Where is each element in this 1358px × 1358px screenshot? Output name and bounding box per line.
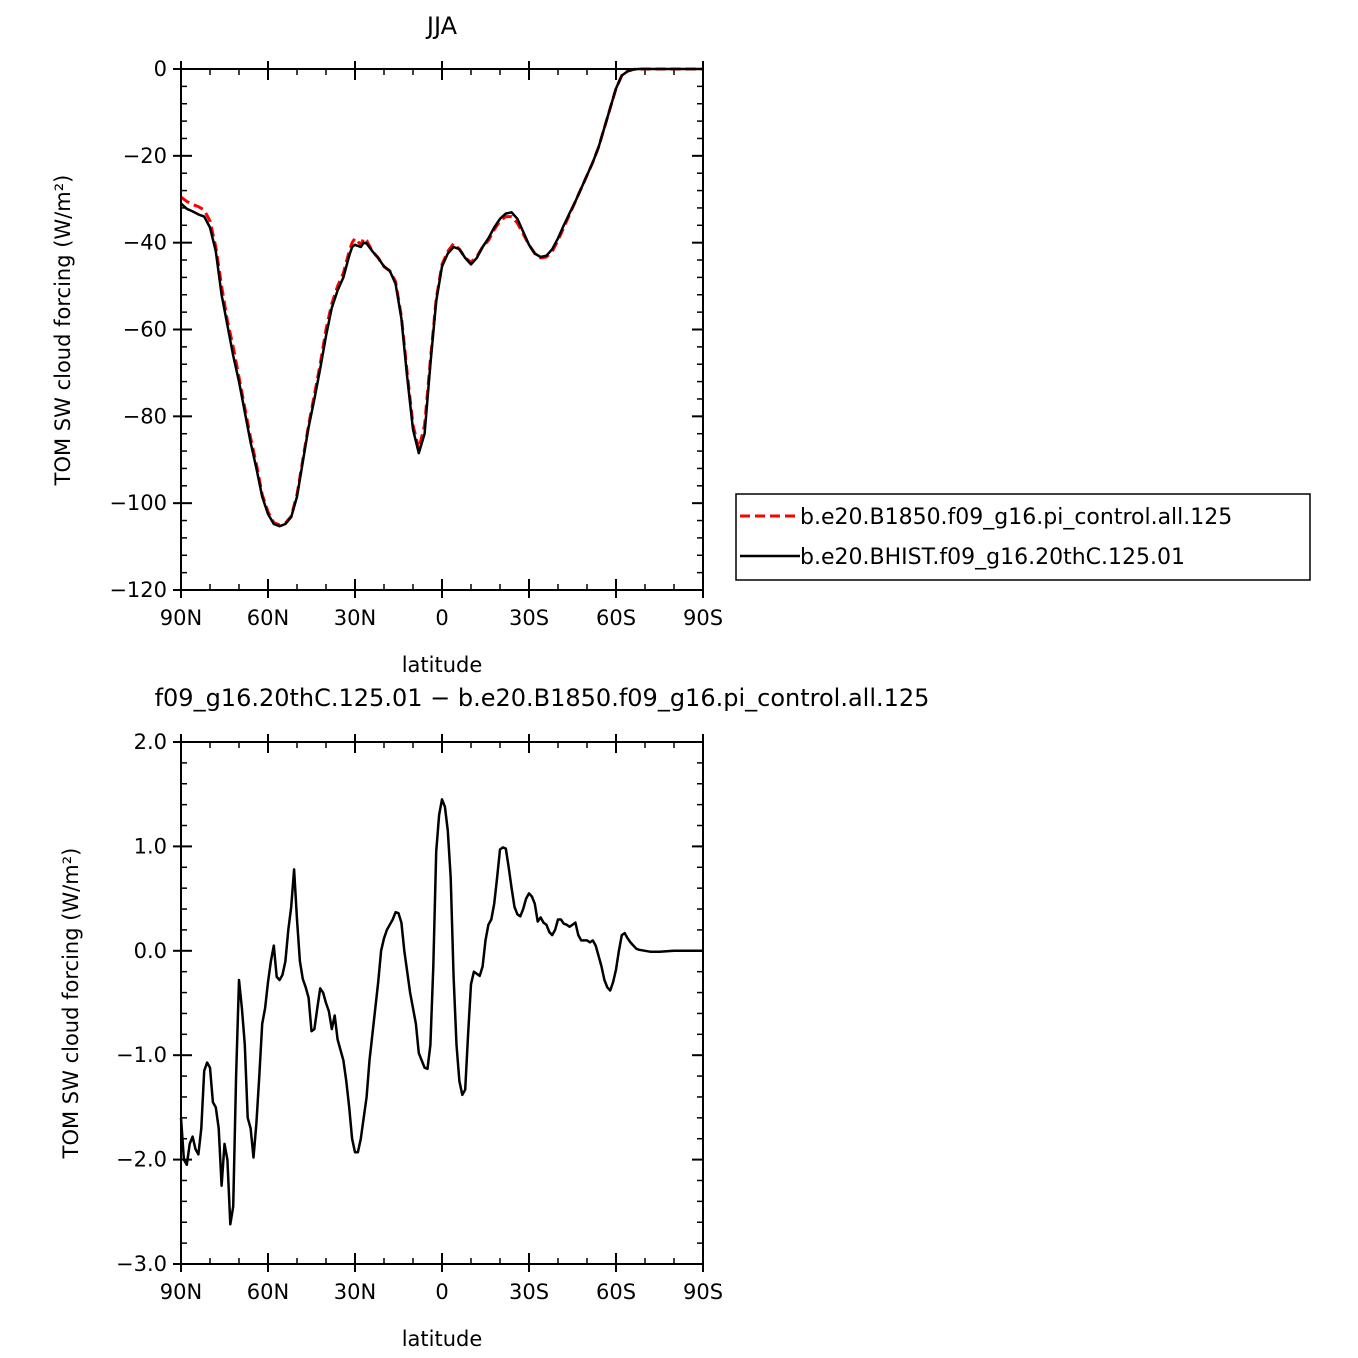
bottom-axis-ticks: 2.0 1.0 0.0 −1.0 −2.0 −3.0 90N 60N 30N 0 30S 60S 90S bbox=[116, 730, 723, 1304]
bottom-xtick-label: 60S bbox=[596, 1280, 636, 1304]
top-ytick-label: −40 bbox=[123, 231, 167, 255]
top-plot-frame bbox=[180, 68, 704, 591]
legend-label-20thc: b.e20.BHIST.f09_g16.20thC.125.01 bbox=[800, 545, 1185, 570]
top-xtick-label: 90N bbox=[160, 606, 202, 630]
bottom-xtick-label: 0 bbox=[435, 1280, 448, 1304]
top-ylabel: TOM SW cloud forcing (W/m²) bbox=[51, 175, 75, 487]
top-chart-title: JJA bbox=[425, 12, 458, 40]
bottom-xtick-label: 30S bbox=[509, 1280, 549, 1304]
top-ytick-label: 0 bbox=[154, 57, 167, 81]
top-series-line-2 bbox=[180, 67, 703, 528]
bottom-xtick-label: 30N bbox=[334, 1280, 376, 1304]
top-xtick-label: 30S bbox=[509, 606, 549, 630]
top-ytick-label: −100 bbox=[109, 491, 167, 515]
legend-box bbox=[735, 493, 1311, 581]
top-xtick-label: 0 bbox=[435, 606, 448, 630]
bottom-ytick-label: 1.0 bbox=[134, 834, 167, 858]
bottom-xtick-label: 90N bbox=[160, 1280, 202, 1304]
bottom-ylabel: TOM SW cloud forcing (W/m²) bbox=[59, 848, 83, 1160]
top-ytick-label: −20 bbox=[123, 144, 167, 168]
bottom-xlabel: latitude bbox=[402, 1327, 483, 1351]
top-axis-ticks: 0 −20 −40 −60 −80 −100 −120 90N 60N 30N 0 30S 60S 90S bbox=[109, 57, 723, 630]
top-xtick-label: 60N bbox=[247, 606, 289, 630]
top-xtick-label: 90S bbox=[683, 606, 723, 630]
top-panel: JJA TOM SW cloud forcing (W/m²) latitude… bbox=[51, 12, 723, 677]
bottom-plot-frame bbox=[180, 741, 704, 1265]
top-ytick-label: −120 bbox=[109, 578, 167, 602]
bottom-ytick-label: −1.0 bbox=[116, 1043, 167, 1067]
bottom-xtick-label: 60N bbox=[247, 1280, 289, 1304]
bottom-chart-title: f09_g16.20thC.125.01 − b.e20.B1850.f09_g… bbox=[155, 684, 930, 712]
bottom-ytick-label: 2.0 bbox=[134, 730, 167, 754]
bottom-ytick-label: 0.0 bbox=[134, 939, 167, 963]
top-xtick-label: 60S bbox=[596, 606, 636, 630]
bottom-series-lines bbox=[179, 798, 703, 1226]
bottom-ytick-label: −3.0 bbox=[116, 1252, 167, 1276]
bottom-series-line-1 bbox=[179, 798, 703, 1226]
bottom-xtick-label: 90S bbox=[683, 1280, 723, 1304]
bottom-panel: f09_g16.20thC.125.01 − b.e20.B1850.f09_g… bbox=[59, 684, 929, 1351]
top-xtick-label: 30N bbox=[334, 606, 376, 630]
legend-label-pi-control: b.e20.B1850.f09_g16.pi_control.all.125 bbox=[800, 505, 1232, 530]
legend: b.e20.B1850.f09_g16.pi_control.all.125 b… bbox=[735, 493, 1311, 581]
top-series-lines bbox=[180, 67, 703, 528]
bottom-ytick-label: −2.0 bbox=[116, 1148, 167, 1172]
top-ytick-label: −60 bbox=[123, 318, 167, 342]
top-series-line-1 bbox=[180, 67, 703, 527]
top-xlabel: latitude bbox=[402, 653, 483, 677]
top-ytick-label: −80 bbox=[123, 404, 167, 428]
